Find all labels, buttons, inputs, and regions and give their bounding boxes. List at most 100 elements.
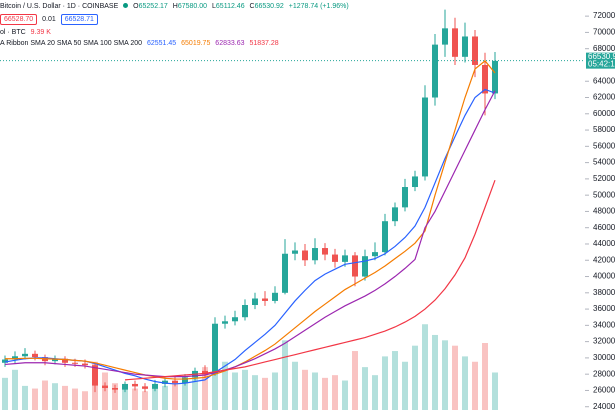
- volume-bar: [112, 383, 118, 410]
- candle-body: [372, 252, 378, 257]
- volume-bar: [42, 380, 48, 410]
- volume-bar: [202, 367, 208, 410]
- candle-body: [462, 36, 468, 57]
- volume-bar: [392, 351, 398, 410]
- candle-body: [122, 383, 128, 390]
- symbol[interactable]: Bitcoin / U.S. Dollar · 1D · COINBASE: [0, 3, 119, 10]
- change: +1278.74 (+1.96%): [288, 3, 349, 10]
- candle-body: [62, 358, 68, 363]
- candle-body: [142, 386, 148, 389]
- candle-body: [252, 298, 258, 306]
- volume-bar: [142, 391, 148, 410]
- ma-value: 62551.45: [146, 40, 177, 47]
- volume-bar: [442, 340, 448, 410]
- ohlc-o: O: [133, 3, 139, 10]
- volume-bar: [352, 351, 358, 410]
- candle-body: [452, 28, 458, 57]
- candle-body: [162, 380, 168, 384]
- volume-bar: [322, 377, 328, 410]
- volume-bar: [282, 340, 288, 410]
- price-label: 66530.9: [588, 52, 615, 61]
- ohlc-h-value: 67580.00: [177, 3, 208, 10]
- y-tick-label: 34000.00: [593, 320, 615, 329]
- candle-body: [202, 370, 208, 375]
- ohlc-o-value: 65252.17: [138, 3, 168, 10]
- volume-label: ol · BTC: [0, 29, 26, 36]
- volume-bar: [52, 383, 58, 410]
- y-tick-label: 56000.00: [593, 141, 615, 150]
- candle-body: [302, 250, 308, 261]
- y-tick-label: 36000.00: [593, 304, 615, 313]
- candle-body: [32, 353, 38, 358]
- candle-body: [312, 248, 318, 261]
- volume-bar: [382, 356, 388, 410]
- timer-label: 05:42:1: [588, 60, 615, 69]
- ma-line: [4, 88, 496, 385]
- volume-value: 9.39 K: [30, 29, 51, 36]
- y-tick-label: 42000.00: [593, 255, 615, 264]
- volume-bar: [342, 380, 348, 410]
- volume-bar: [132, 388, 138, 410]
- volume-bar: [272, 372, 278, 410]
- candle-body: [442, 28, 448, 45]
- ma-line: [4, 90, 496, 378]
- volume-bar: [22, 385, 28, 410]
- volume-bar: [412, 345, 418, 410]
- y-tick-label: 40000.00: [593, 272, 615, 281]
- volume-bar: [32, 388, 38, 410]
- candle-body: [352, 255, 358, 277]
- candle-body: [262, 298, 268, 301]
- candle-body: [282, 253, 288, 293]
- candle-body: [392, 207, 398, 222]
- y-tick-label: 38000.00: [593, 288, 615, 297]
- y-tick-label: 26000.00: [593, 386, 615, 395]
- volume-bar: [482, 343, 488, 410]
- volume-bar: [232, 372, 238, 410]
- candle-body: [212, 323, 218, 375]
- y-tick-label: 44000.00: [593, 239, 615, 248]
- candle-body: [222, 321, 228, 324]
- candle-body: [232, 317, 238, 322]
- volume-bar: [372, 375, 378, 410]
- volume-bar: [422, 324, 428, 410]
- volume-bar: [262, 377, 268, 410]
- candle-body: [242, 305, 248, 318]
- candle-body: [322, 248, 328, 255]
- status-dot: [123, 3, 129, 8]
- candle-body: [92, 365, 98, 386]
- y-tick-label: 46000.00: [593, 223, 615, 232]
- ohlc-h: H: [172, 3, 178, 10]
- candle-body: [12, 356, 18, 360]
- ohlc-l: L: [212, 3, 216, 10]
- buy-button[interactable]: 66528.71: [60, 14, 98, 25]
- spread: 0.01: [42, 16, 56, 23]
- volume-bar: [222, 361, 228, 410]
- y-tick-label: 30000.00: [593, 353, 615, 362]
- y-tick-label: 54000.00: [593, 158, 615, 167]
- ma-label: A Ribbon SMA 20 SMA 50 SMA 100 SMA 200: [0, 40, 143, 47]
- volume-bar: [12, 369, 18, 410]
- candle-body: [152, 383, 158, 389]
- volume-bar: [492, 372, 498, 410]
- candle-body: [432, 44, 438, 98]
- sell-button[interactable]: 66528.70: [0, 14, 38, 25]
- candle-body: [382, 221, 388, 253]
- ma-value: 65019.75: [181, 40, 211, 47]
- volume-legend: ol · BTC 9.39 K: [0, 29, 54, 36]
- y-tick-label: 62000.00: [593, 93, 615, 102]
- candle-body: [22, 353, 28, 357]
- y-tick-label: 70000.00: [593, 28, 615, 37]
- candle-body: [362, 256, 368, 277]
- candle-body: [52, 358, 58, 362]
- volume-bar: [172, 383, 178, 410]
- y-tick-label: 48000.00: [593, 207, 615, 216]
- candle-body: [472, 36, 478, 65]
- ma-line: [124, 179, 496, 381]
- volume-bar: [292, 361, 298, 410]
- candle-body: [182, 377, 188, 384]
- volume-bar: [462, 356, 468, 410]
- ma-value: 51837.28: [249, 40, 279, 47]
- volume-bar: [82, 391, 88, 410]
